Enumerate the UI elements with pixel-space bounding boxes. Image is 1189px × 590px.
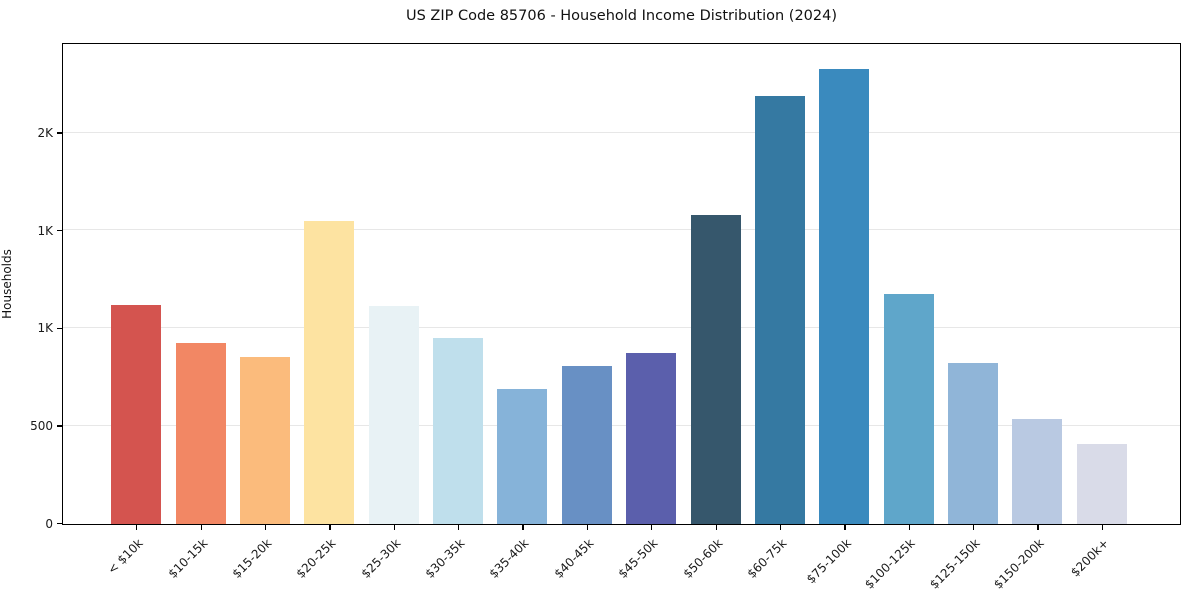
gridline xyxy=(63,131,1180,133)
x-tick-label-text: $45-50k xyxy=(615,536,661,581)
x-tick-mark xyxy=(908,525,910,530)
y-tick-mark xyxy=(57,327,62,330)
x-tick-mark xyxy=(779,525,782,530)
x-tick-label-text: < $10k xyxy=(104,536,146,577)
y-tick-label: 1K xyxy=(37,223,53,238)
bar-60-75k xyxy=(754,96,805,524)
y-tick-label: 1K xyxy=(37,321,53,336)
y-tick-label: 500 xyxy=(30,418,53,433)
bar-10-15k xyxy=(175,343,226,524)
x-tick-mark xyxy=(136,525,138,530)
x-tick-mark xyxy=(586,525,589,530)
x-tick-label-text: $25-30k xyxy=(358,536,404,581)
x-tick-mark xyxy=(522,525,524,530)
x-tick-label-text: $30-35k xyxy=(422,536,468,581)
x-tick-mark xyxy=(329,525,331,530)
bar-125-150k xyxy=(948,362,999,524)
bar-10k xyxy=(111,304,162,524)
bar-75-100k xyxy=(819,69,870,524)
x-tick-label-text: $60-75k xyxy=(744,536,790,581)
bar-45-50k xyxy=(626,352,677,524)
x-tick-label-text: $50-60k xyxy=(680,536,725,581)
x-tick-mark xyxy=(393,525,395,530)
bar-35-40k xyxy=(497,388,548,524)
bar-30-35k xyxy=(433,338,484,524)
bar-50-60k xyxy=(690,214,741,524)
x-tick-mark xyxy=(844,525,846,530)
x-tick-label-text: $125-150k xyxy=(926,536,983,590)
bar-20-25k xyxy=(304,220,355,524)
x-tick-mark xyxy=(1101,525,1104,530)
bar-15-20k xyxy=(239,356,290,524)
plot-area xyxy=(62,43,1181,525)
x-tick-mark xyxy=(651,525,653,530)
bar-100-125k xyxy=(883,294,934,524)
x-tick-label-text: $10-15k xyxy=(165,536,210,581)
bar-40-45k xyxy=(561,366,612,524)
x-tick-mark xyxy=(973,525,975,530)
x-tick-label-text: $20-25k xyxy=(293,536,339,581)
y-axis-label: Households xyxy=(0,249,14,319)
y-tick-mark xyxy=(57,132,62,134)
x-tick-label-text: $150-200k xyxy=(991,536,1047,590)
x-tick-label-text: $15-20k xyxy=(229,536,275,581)
y-tick-label: 2K xyxy=(37,125,53,140)
bar-150-200k xyxy=(1012,419,1063,524)
y-tick-mark xyxy=(57,425,62,427)
x-tick-mark xyxy=(264,525,267,530)
gridline xyxy=(63,229,1180,231)
x-tick-mark xyxy=(458,525,460,530)
x-tick-mark xyxy=(715,525,717,530)
chart-title: US ZIP Code 85706 - Household Income Dis… xyxy=(405,8,838,24)
gridline xyxy=(63,327,1180,329)
x-tick-mark xyxy=(200,525,202,530)
x-tick-label-text: $35-40k xyxy=(486,536,532,581)
x-tick-label-text: $100-125k xyxy=(862,536,919,590)
y-tick-label: 0 xyxy=(45,516,53,531)
bar-25-30k xyxy=(368,305,419,524)
x-tick-label-text: $75-100k xyxy=(803,536,854,587)
x-tick-label-text: $40-45k xyxy=(551,536,597,581)
gridline xyxy=(63,425,1180,427)
x-tick-mark xyxy=(1037,525,1039,530)
y-tick-mark xyxy=(57,523,62,525)
y-tick-mark xyxy=(57,230,62,232)
bar-200k xyxy=(1076,443,1127,524)
x-tick-label-text: $200k+ xyxy=(1067,536,1112,580)
